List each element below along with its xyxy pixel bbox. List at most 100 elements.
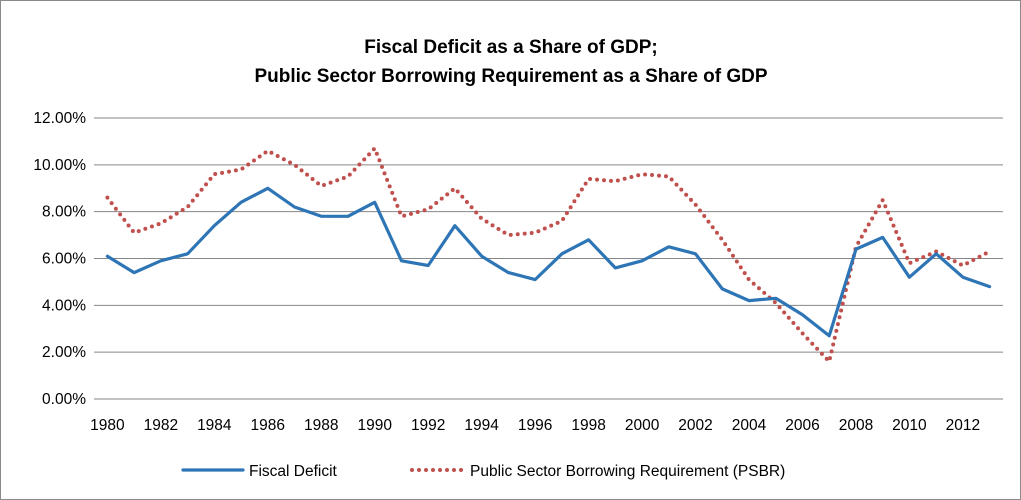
data-point [880, 235, 885, 240]
data-point [399, 258, 404, 263]
data-point [105, 254, 110, 259]
chart-title-line-2: Public Sector Borrowing Requirement as a… [254, 66, 767, 87]
data-point [640, 258, 645, 263]
data-point [158, 221, 163, 226]
data-point [586, 176, 591, 181]
data-point [506, 270, 511, 275]
x-tick-label: 1980 [90, 417, 125, 434]
x-tick-label: 2002 [678, 417, 712, 434]
data-point [880, 197, 885, 202]
data-point [800, 331, 805, 336]
data-point [720, 237, 725, 242]
y-tick-label: 12.00% [33, 110, 86, 127]
data-point [185, 204, 190, 209]
data-point [960, 275, 965, 280]
data-point [960, 263, 965, 268]
data-point [239, 200, 244, 205]
data-point [158, 258, 163, 263]
data-point [105, 195, 110, 200]
data-point [747, 298, 752, 303]
series-lines [105, 146, 992, 364]
legend: Fiscal Deficit Public Sector Borrowing Re… [181, 463, 785, 480]
data-point [827, 333, 832, 338]
data-point [506, 233, 511, 238]
series-line-psbr [105, 146, 992, 364]
data-point [666, 174, 671, 179]
data-point [533, 230, 538, 235]
data-point [586, 237, 591, 242]
x-tick-label: 2010 [892, 417, 927, 434]
data-point [319, 183, 324, 188]
data-point [747, 277, 752, 282]
data-point [907, 275, 912, 280]
data-point [212, 172, 217, 177]
data-point [987, 284, 992, 289]
data-point [479, 254, 484, 259]
x-tick-label: 1988 [304, 417, 338, 434]
data-point [693, 202, 698, 207]
data-point [239, 167, 244, 172]
x-axis: 1980 1982 1984 1986 1988 1990 1992 1994 1996 1998… [90, 417, 980, 434]
data-point [399, 214, 404, 219]
y-tick-label: 2.00% [42, 344, 86, 361]
data-point [132, 270, 137, 275]
data-point [452, 223, 457, 228]
data-point [533, 277, 538, 282]
data-point [452, 186, 457, 191]
data-point [720, 286, 725, 291]
data-point [693, 251, 698, 256]
data-point [212, 223, 217, 228]
series-line-fiscal-deficit [105, 186, 992, 338]
data-point [479, 216, 484, 221]
data-point [372, 200, 377, 205]
data-point [559, 219, 564, 224]
x-tick-label: 1998 [571, 417, 605, 434]
x-tick-label: 1982 [144, 417, 178, 434]
data-point [185, 251, 190, 256]
x-tick-label: 1994 [464, 417, 499, 434]
data-point [907, 261, 912, 266]
data-point [613, 179, 618, 184]
data-point [345, 214, 350, 219]
x-tick-label: 1996 [518, 417, 552, 434]
data-point [292, 204, 297, 209]
y-tick-label: 0.00% [42, 391, 86, 408]
y-tick-label: 4.00% [42, 297, 86, 314]
y-axis: 0.00% 2.00% 4.00% 6.00% 8.00% 10.00% 12.00% [33, 110, 86, 408]
data-point [853, 247, 858, 252]
y-tick-label: 10.00% [33, 157, 86, 174]
data-point [800, 312, 805, 317]
data-point [265, 148, 270, 153]
x-tick-label: 2008 [839, 417, 873, 434]
data-point [773, 296, 778, 301]
data-point [934, 251, 939, 256]
data-point [319, 214, 324, 219]
data-point [640, 172, 645, 177]
legend-label-psbr: Public Sector Borrowing Requirement (PSB… [470, 463, 785, 480]
data-point [345, 174, 350, 179]
chart-title-line-1: Fiscal Deficit as a Share of GDP; [364, 37, 658, 58]
data-point [372, 146, 377, 151]
x-tick-label: 2000 [625, 417, 660, 434]
x-tick-label: 2006 [785, 417, 819, 434]
x-tick-label: 1990 [357, 417, 392, 434]
data-point [613, 265, 618, 270]
data-point [292, 162, 297, 167]
data-point [132, 230, 137, 235]
data-point [827, 359, 832, 364]
x-tick-label: 1986 [251, 417, 285, 434]
data-point [987, 249, 992, 254]
x-tick-label: 2004 [732, 417, 767, 434]
data-point [666, 244, 671, 249]
y-tick-label: 6.00% [42, 251, 86, 268]
data-point [773, 300, 778, 305]
x-tick-label: 2012 [946, 417, 980, 434]
x-tick-label: 1984 [197, 417, 232, 434]
data-point [426, 263, 431, 268]
y-tick-label: 8.00% [42, 204, 86, 221]
x-tick-label: 1992 [411, 417, 445, 434]
data-point [265, 186, 270, 191]
gridlines [94, 117, 1003, 400]
